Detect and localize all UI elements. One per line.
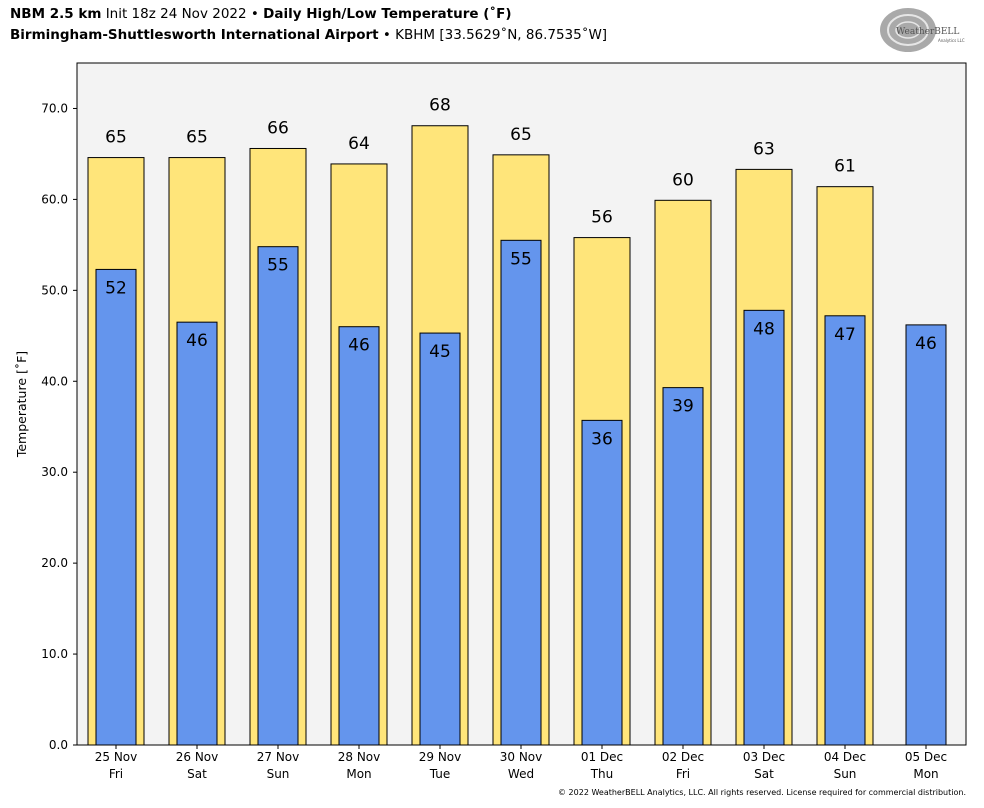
x-tick-day: Fri [109, 767, 123, 781]
x-tick-date: 30 Nov [500, 750, 543, 764]
x-axis: 25 Nov Fri 26 Nov Sat 27 Nov Sun 28 Nov Mon 29 N… [95, 745, 947, 781]
model-name: NBM 2.5 km [10, 6, 102, 22]
title-line-1: NBM 2.5 km Init 18z 24 Nov 2022 • Daily … [10, 6, 512, 22]
low-value-label: 46 [348, 336, 370, 356]
x-tick-date: 29 Nov [419, 750, 462, 764]
weatherbell-logo: WeatherBELL Analytics LLC [878, 6, 970, 56]
x-tick-date: 28 Nov [338, 750, 381, 764]
x-tick-day: Sat [187, 767, 207, 781]
low-bar [905, 324, 947, 746]
low-value-label: 55 [510, 249, 532, 269]
x-tick-date: 02 Dec [662, 750, 704, 764]
station-info: KBHM [33.5629˚N, 86.7535˚W] [395, 27, 608, 43]
x-tick-day: Wed [508, 767, 534, 781]
low-bar [257, 246, 299, 746]
low-bar [824, 315, 866, 746]
x-tick-date: 25 Nov [95, 750, 138, 764]
y-axis: 0.0 10.0 20.0 30.0 40.0 50.0 60.0 70.0 [41, 101, 77, 752]
low-value-label: 46 [915, 334, 937, 354]
low-value-label: 39 [672, 397, 694, 417]
high-value-label: 65 [105, 128, 127, 148]
x-tick-date: 05 Dec [905, 750, 947, 764]
low-bar [338, 326, 380, 746]
low-bars: 52 46 55 46 45 55 36 39 48 47 46 [95, 239, 947, 746]
low-value-label: 46 [186, 331, 208, 351]
init-time: Init 18z 24 Nov 2022 [105, 6, 247, 22]
svg-text:WeatherBELL: WeatherBELL [896, 27, 959, 37]
high-value-label: 66 [267, 118, 289, 138]
high-value-label: 68 [429, 96, 451, 116]
y-tick-label: 50.0 [41, 283, 68, 297]
low-value-label: 55 [267, 256, 289, 276]
low-bar [95, 268, 137, 746]
x-tick-day: Fri [676, 767, 690, 781]
x-tick-date: 03 Dec [743, 750, 785, 764]
low-value-label: 47 [834, 325, 856, 345]
x-tick-day: Sun [267, 767, 290, 781]
x-tick-day: Tue [429, 767, 451, 781]
high-value-label: 61 [834, 157, 856, 177]
y-axis-title: Temperature [˚F] [14, 351, 29, 458]
svg-text:Analytics LLC: Analytics LLC [938, 38, 965, 43]
low-bar [581, 419, 623, 746]
low-bar [419, 332, 461, 746]
low-value-label: 48 [753, 319, 775, 339]
high-value-label: 60 [672, 170, 694, 190]
x-tick-date: 01 Dec [581, 750, 623, 764]
station-name: Birmingham-Shuttlesworth International A… [10, 27, 379, 43]
low-value-label: 52 [105, 278, 127, 298]
y-tick-label: 60.0 [41, 192, 68, 206]
y-tick-label: 70.0 [41, 101, 68, 115]
y-tick-label: 10.0 [41, 647, 68, 661]
x-tick-date: 04 Dec [824, 750, 866, 764]
low-value-label: 36 [591, 429, 613, 449]
x-tick-date: 26 Nov [176, 750, 219, 764]
high-value-label: 65 [510, 125, 532, 145]
high-value-label: 65 [186, 128, 208, 148]
title-line-2: Birmingham-Shuttlesworth International A… [10, 27, 607, 43]
y-tick-label: 30.0 [41, 465, 68, 479]
bullet-sep-1: • [250, 6, 259, 22]
y-tick-label: 40.0 [41, 374, 68, 388]
x-tick-day: Thu [590, 767, 614, 781]
high-value-label: 63 [753, 139, 775, 159]
x-tick-day: Sat [754, 767, 774, 781]
x-tick-day: Mon [346, 767, 371, 781]
copyright-notice: © 2022 WeatherBELL Analytics, LLC. All r… [558, 788, 966, 797]
x-tick-date: 27 Nov [257, 750, 300, 764]
y-tick-label: 20.0 [41, 556, 68, 570]
low-bar [176, 321, 218, 746]
x-tick-day: Sun [834, 767, 857, 781]
y-tick-label: 0.0 [49, 738, 68, 752]
x-tick-day: Mon [913, 767, 938, 781]
product-name: Daily High/Low Temperature (˚F) [263, 6, 512, 22]
high-value-label: 56 [591, 208, 613, 228]
low-bar [662, 387, 704, 746]
low-bar [500, 239, 542, 746]
high-value-label: 64 [348, 134, 370, 154]
low-bar [743, 309, 785, 746]
low-value-label: 45 [429, 342, 451, 362]
bullet-sep-2: • [382, 27, 391, 43]
